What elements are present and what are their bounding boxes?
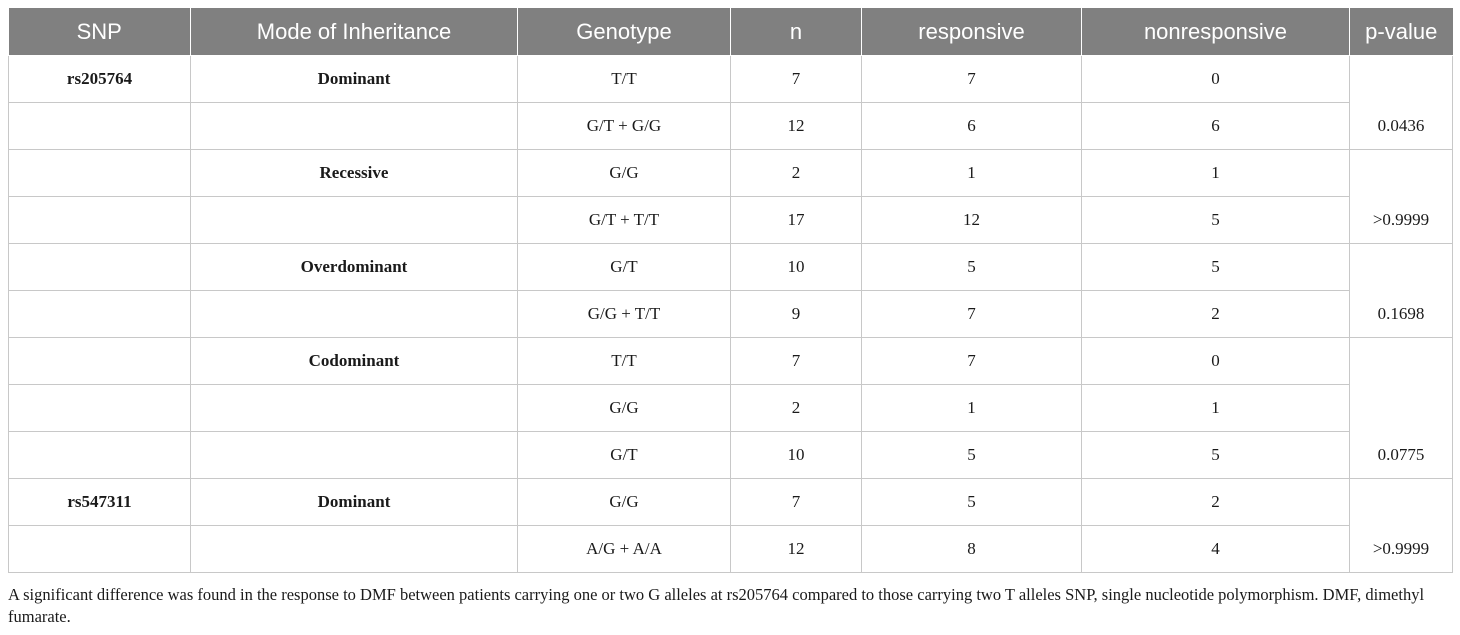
n-cell: 12 (730, 102, 862, 150)
nonresponsive-cell: 6 (1081, 102, 1350, 150)
nonresponsive-cell: 1 (1081, 384, 1350, 432)
n-cell: 7 (730, 478, 862, 526)
snp-cell (8, 290, 191, 338)
responsive-cell: 7 (861, 337, 1082, 385)
nonresponsive-cell: 5 (1081, 243, 1350, 291)
n-cell: 7 (730, 55, 862, 103)
n-cell: 10 (730, 243, 862, 291)
mode-cell (190, 196, 518, 244)
table-row: G/G 2 1 1 (8, 384, 1453, 432)
table-header-row: SNP Mode of Inheritance Genotype n respo… (8, 8, 1453, 56)
responsive-cell: 5 (861, 478, 1082, 526)
header-nonresponsive: nonresponsive (1081, 8, 1350, 56)
mode-cell (190, 431, 518, 479)
snp-cell (8, 149, 191, 197)
responsive-cell: 12 (861, 196, 1082, 244)
n-cell: 2 (730, 149, 862, 197)
genotype-cell: G/G + T/T (517, 290, 731, 338)
responsive-cell: 6 (861, 102, 1082, 150)
table-row: rs547311 Dominant G/G 7 5 2 >0.9999 (8, 478, 1453, 573)
nonresponsive-cell: 2 (1081, 290, 1350, 338)
snp-cell: rs547311 (8, 478, 191, 526)
genotype-response-table: SNP Mode of Inheritance Genotype n respo… (8, 8, 1453, 573)
n-cell: 9 (730, 290, 862, 338)
responsive-cell: 5 (861, 243, 1082, 291)
snp-cell: rs205764 (8, 55, 191, 103)
n-cell: 10 (730, 431, 862, 479)
p-value-cell: 0.0775 (1349, 337, 1453, 479)
mode-cell: Codominant (190, 337, 518, 385)
genotype-cell: G/T + G/G (517, 102, 731, 150)
p-value-cell: >0.9999 (1349, 149, 1453, 244)
table-footnote: A significant difference was found in th… (8, 585, 1425, 626)
nonresponsive-cell: 1 (1081, 149, 1350, 197)
table-row: rs205764 Dominant T/T 7 7 0 0.0436 (8, 55, 1453, 150)
snp-cell (8, 102, 191, 150)
genotype-cell: A/G + A/A (517, 525, 731, 573)
mode-cell: Recessive (190, 149, 518, 197)
mode-cell (190, 525, 518, 573)
genotype-cell: G/T + T/T (517, 196, 731, 244)
table-row: Recessive G/G 2 1 1 >0.9999 (8, 149, 1453, 244)
snp-cell (8, 525, 191, 573)
header-genotype: Genotype (517, 8, 731, 56)
mode-cell: Dominant (190, 55, 518, 103)
table-row: Codominant T/T 7 7 0 0.0775 (8, 337, 1453, 479)
mode-cell (190, 102, 518, 150)
responsive-cell: 8 (861, 525, 1082, 573)
p-value-cell: 0.1698 (1349, 243, 1453, 338)
snp-cell (8, 337, 191, 385)
nonresponsive-cell: 0 (1081, 55, 1350, 103)
nonresponsive-cell: 5 (1081, 196, 1350, 244)
n-cell: 2 (730, 384, 862, 432)
genotype-cell: G/G (517, 478, 731, 526)
snp-cell (8, 196, 191, 244)
responsive-cell: 1 (861, 149, 1082, 197)
mode-cell (190, 384, 518, 432)
table-row: G/T + G/G 12 6 6 (8, 102, 1453, 150)
responsive-cell: 7 (861, 290, 1082, 338)
mode-cell: Dominant (190, 478, 518, 526)
responsive-cell: 1 (861, 384, 1082, 432)
snp-cell (8, 243, 191, 291)
n-cell: 7 (730, 337, 862, 385)
nonresponsive-cell: 0 (1081, 337, 1350, 385)
table-row: G/T + T/T 17 12 5 (8, 196, 1453, 244)
table-row: G/G + T/T 9 7 2 (8, 290, 1453, 338)
nonresponsive-cell: 5 (1081, 431, 1350, 479)
responsive-cell: 7 (861, 55, 1082, 103)
genotype-cell: G/T (517, 243, 731, 291)
n-cell: 17 (730, 196, 862, 244)
header-p-value: p-value (1349, 8, 1453, 56)
genotype-cell: G/G (517, 149, 731, 197)
nonresponsive-cell: 2 (1081, 478, 1350, 526)
table-row: A/G + A/A 12 8 4 (8, 525, 1453, 573)
header-mode-of-inheritance: Mode of Inheritance (190, 8, 518, 56)
mode-cell: Overdominant (190, 243, 518, 291)
p-value-cell: >0.9999 (1349, 478, 1453, 573)
header-responsive: responsive (861, 8, 1082, 56)
table-row: G/T 10 5 5 (8, 431, 1453, 479)
genotype-cell: G/G (517, 384, 731, 432)
snp-cell (8, 384, 191, 432)
snp-cell (8, 431, 191, 479)
mode-cell (190, 290, 518, 338)
genotype-cell: T/T (517, 337, 731, 385)
genotype-cell: T/T (517, 55, 731, 103)
header-snp: SNP (8, 8, 191, 56)
p-value-cell: 0.0436 (1349, 55, 1453, 150)
table-row: Overdominant G/T 10 5 5 0.1698 (8, 243, 1453, 338)
nonresponsive-cell: 4 (1081, 525, 1350, 573)
n-cell: 12 (730, 525, 862, 573)
header-n: n (730, 8, 862, 56)
genotype-cell: G/T (517, 431, 731, 479)
responsive-cell: 5 (861, 431, 1082, 479)
